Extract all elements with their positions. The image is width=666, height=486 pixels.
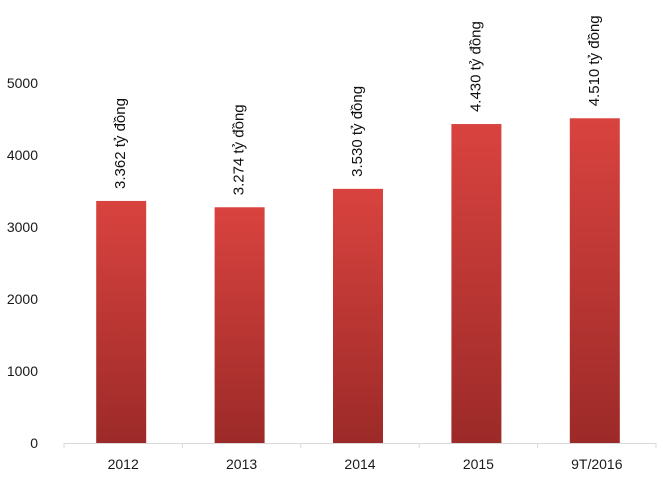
y-tick-label: 4000 <box>7 147 38 163</box>
x-tick-label: 2013 <box>226 456 257 472</box>
data-label: 3.530 tỷ đồng <box>349 86 366 177</box>
x-tick-label: 2012 <box>108 456 139 472</box>
data-label: 3.274 tỷ đồng <box>231 104 248 195</box>
data-labels: 3.362 tỷ đồng 3.274 tỷ đồng 3.530 tỷ đồng 4… <box>112 15 603 195</box>
data-label: 3.362 tỷ đồng <box>112 98 129 189</box>
y-tick-label: 1000 <box>7 363 38 379</box>
bar-2012 <box>96 200 147 443</box>
y-tick-label: 5000 <box>7 75 38 91</box>
y-axis: 0 1000 2000 3000 4000 5000 <box>7 75 38 451</box>
x-tick-label: 2014 <box>344 456 375 472</box>
bar-2015 <box>451 124 502 443</box>
x-tick-label: 2015 <box>463 456 494 472</box>
x-tick-label: 9T/2016 <box>571 456 623 472</box>
y-tick-label: 0 <box>30 435 38 451</box>
bar-2014 <box>333 188 383 443</box>
bars <box>96 118 620 443</box>
bar-2013 <box>214 207 265 443</box>
x-axis: 2012 2013 2014 2015 9T/2016 <box>63 443 657 472</box>
bar-9t-2016 <box>569 118 620 443</box>
data-label: 4.510 tỷ đồng <box>586 15 603 106</box>
y-tick-label: 3000 <box>7 219 38 235</box>
y-tick-label: 2000 <box>7 291 38 307</box>
data-label: 4.430 tỷ đồng <box>467 21 484 112</box>
